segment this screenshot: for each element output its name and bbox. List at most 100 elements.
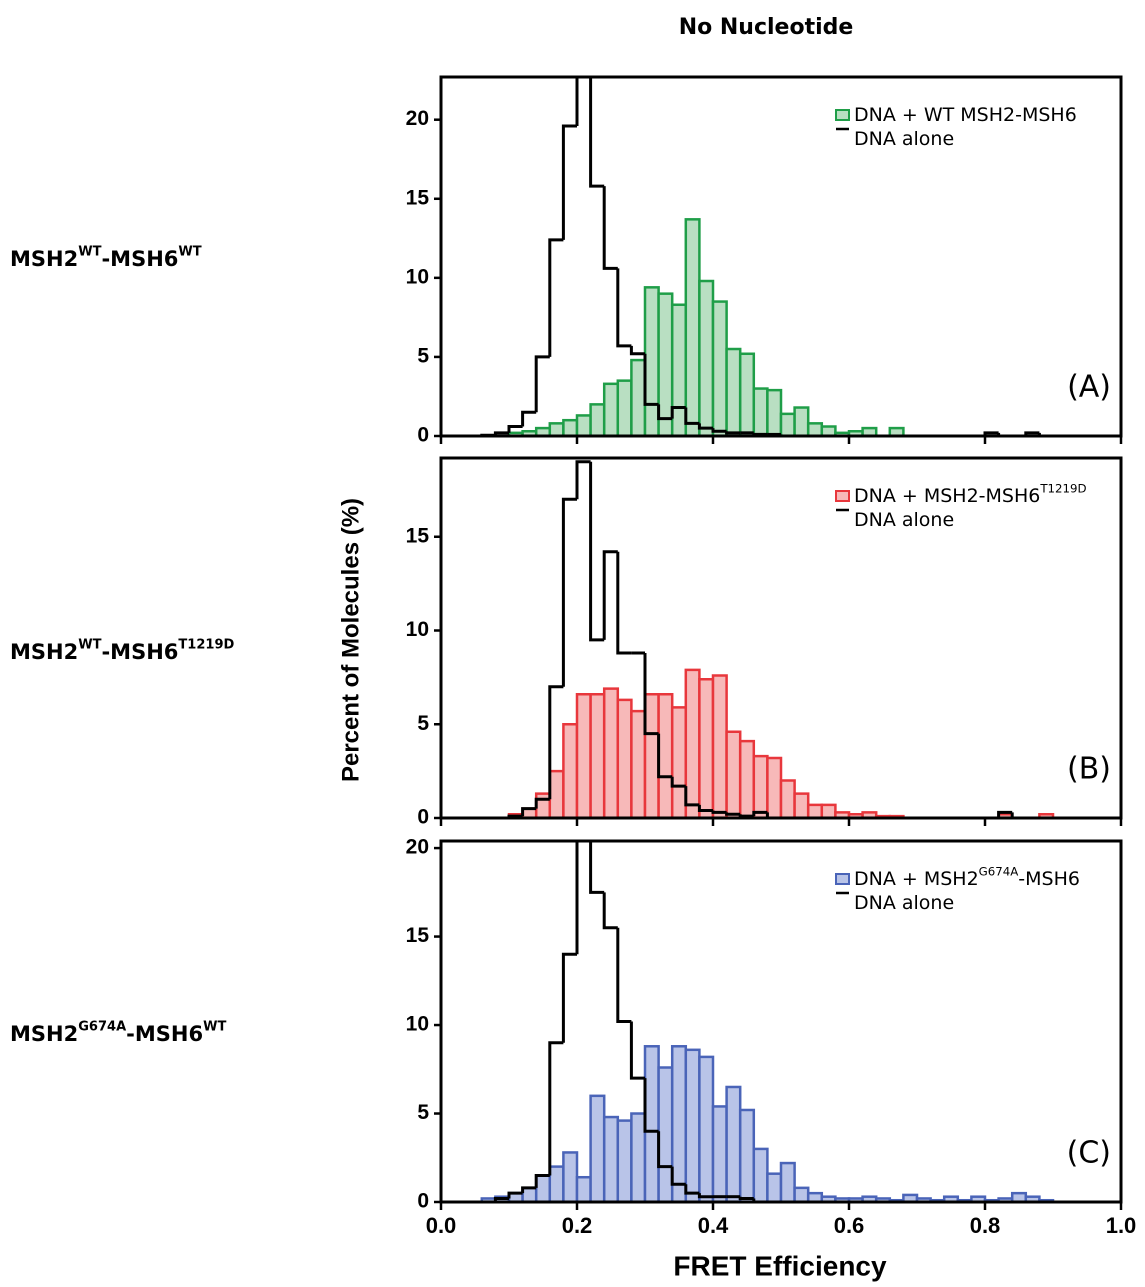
step-line	[752, 432, 768, 436]
step-line	[602, 186, 618, 270]
y-tick-label: 15	[406, 924, 430, 947]
step-line	[561, 952, 577, 1043]
step-line	[548, 238, 564, 357]
row-label-part: -MSH6	[101, 640, 178, 664]
bar	[684, 668, 701, 818]
bar	[779, 779, 796, 818]
panel-label: (A)	[1067, 370, 1111, 405]
y-tick-label: 10	[406, 618, 429, 641]
step-line	[602, 892, 618, 930]
row-label: MSH2G674A-MSH6WT	[10, 1019, 226, 1046]
panel-label: (B)	[1067, 752, 1111, 787]
step-line	[684, 786, 700, 807]
step-line	[521, 1186, 537, 1194]
x-tick-label: 0.0	[426, 1213, 457, 1238]
bar	[738, 1108, 756, 1202]
legend-label: DNA + MSH2G674A-MSH6	[854, 864, 1080, 890]
legend-label: DNA + MSH2-MSH6T1219D	[854, 481, 1087, 507]
panel-label: (C)	[1067, 1136, 1111, 1171]
legend-label-part: DNA alone	[854, 509, 954, 531]
bar	[670, 706, 688, 818]
bar	[725, 1085, 742, 1202]
plot-area	[441, 460, 1121, 818]
bar	[725, 730, 742, 818]
y-tick-label: 0	[417, 1190, 429, 1213]
legend-swatch	[835, 873, 850, 885]
bar	[630, 358, 647, 436]
y-tick-label: 5	[417, 1101, 429, 1124]
bar	[589, 1094, 606, 1202]
row-label-part: WT	[203, 1019, 226, 1034]
step-line	[507, 425, 523, 433]
bar	[589, 403, 606, 436]
bar	[820, 425, 837, 436]
step-line	[561, 497, 577, 687]
step-line	[589, 77, 605, 188]
row-label-part: WT	[78, 637, 101, 652]
bar	[684, 218, 701, 436]
step-line	[507, 1191, 523, 1199]
row-label: MSH2WT-MSH6T1219D	[10, 637, 235, 664]
step-line	[629, 1021, 645, 1080]
step-line	[575, 841, 591, 955]
bar	[657, 1066, 674, 1202]
bar	[575, 1175, 592, 1202]
row-label-part: G674A	[78, 1019, 127, 1034]
y-tick-label: 15	[406, 524, 430, 547]
legend-label: DNA alone	[854, 509, 954, 531]
step-line	[643, 353, 659, 406]
x-tick-label: 0.6	[834, 1213, 865, 1238]
step-line	[521, 807, 537, 817]
row-label-part: WT	[78, 244, 101, 259]
y-tick-label: 5	[417, 712, 429, 735]
legend-label-part: G674A	[979, 864, 1019, 878]
bar	[793, 1186, 810, 1202]
bar	[738, 352, 756, 436]
bar	[793, 792, 810, 818]
bar	[657, 693, 674, 818]
bar	[562, 1151, 579, 1202]
bar	[670, 303, 688, 436]
step-line	[493, 431, 509, 436]
bar	[575, 693, 592, 818]
step-line	[738, 814, 754, 818]
y-tick-label: 20	[406, 836, 429, 859]
bar	[779, 412, 796, 436]
step-line	[575, 77, 579, 127]
legend-label-part: DNA + MSH2	[854, 868, 979, 890]
y-tick-label: 0	[417, 424, 429, 447]
bar	[711, 300, 728, 436]
row-label-part: WT	[178, 244, 201, 259]
plot-area	[441, 77, 1121, 436]
step-line	[548, 1041, 564, 1176]
y-tick-label: 20	[406, 107, 429, 130]
step-line	[697, 1193, 713, 1199]
bar	[806, 803, 824, 818]
step-line	[1037, 432, 1053, 436]
step-line	[616, 551, 632, 655]
step-line	[616, 927, 632, 1023]
legend-swatch	[835, 109, 850, 121]
legend-label-part: DNA + WT MSH2-MSH6	[854, 104, 1077, 126]
row-label-part: MSH2	[10, 1022, 78, 1046]
bar	[548, 769, 565, 818]
bar	[616, 379, 633, 436]
step-line	[561, 124, 577, 240]
step-line	[725, 812, 741, 816]
bar	[725, 347, 742, 436]
step-line	[765, 812, 781, 818]
step-line	[997, 432, 1013, 436]
bar	[630, 1112, 647, 1202]
legend-label-part: DNA + MSH2-MSH6	[854, 485, 1040, 507]
bar	[779, 1161, 796, 1202]
legend-label: DNA alone	[854, 892, 954, 914]
step-line	[657, 404, 673, 421]
y-tick-label: 5	[417, 344, 429, 367]
bar	[562, 723, 579, 818]
bar	[616, 1119, 633, 1202]
step-line	[725, 431, 741, 435]
row-label-part: MSH2	[10, 247, 78, 271]
bar	[698, 279, 715, 436]
bar	[657, 292, 674, 436]
step-line	[521, 410, 537, 427]
